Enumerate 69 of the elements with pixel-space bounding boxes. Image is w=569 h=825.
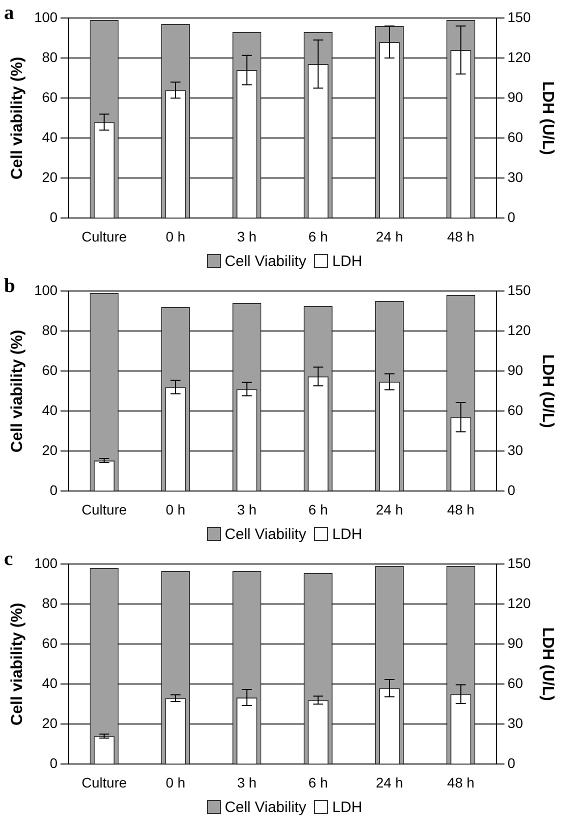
y2-tick-label: 60 <box>507 402 524 418</box>
text: LDH <box>332 252 362 270</box>
x-tick-label: 48 h <box>447 228 474 244</box>
y-tick-label: 40 <box>42 128 58 145</box>
y2-axis-title: LDH (U/L) <box>538 627 556 701</box>
y2-tick-label: 90 <box>507 88 524 105</box>
legend-label: Cell Viability <box>224 252 306 270</box>
y2-tick-label: 120 <box>507 322 532 338</box>
y2-tick-label: 150 <box>507 8 532 25</box>
chart-title: a <box>4 2 14 24</box>
x-tick-label: 24 h <box>376 501 404 518</box>
x-tick-label: Culture <box>82 228 127 244</box>
y2-tick-label: 0 <box>507 209 516 226</box>
y2-tick-label: 150 <box>507 282 532 298</box>
y-tick-label: 80 <box>42 48 58 65</box>
y-tick-label: 40 <box>42 402 58 418</box>
legend-label: Cell Viability <box>224 526 306 542</box>
y2-tick-label: 30 <box>507 715 524 732</box>
x-tick-label: 6 h <box>308 774 328 790</box>
x-tick-label: 3 h <box>237 228 257 244</box>
y-tick-label: 100 <box>34 282 58 298</box>
y2-axis-title: LDH (U/L) <box>538 354 556 428</box>
y-tick-label: 100 <box>34 8 58 25</box>
y2-tick-label: 60 <box>507 128 524 145</box>
y-tick-label: 60 <box>42 634 58 651</box>
x-tick-label: 3 h <box>237 501 257 518</box>
x-tick-label: 0 h <box>166 228 186 244</box>
y2-tick-label: 120 <box>507 48 532 65</box>
y-tick-label: 0 <box>50 209 58 226</box>
y-tick-label: 0 <box>50 482 58 498</box>
x-tick-label: 24 h <box>376 228 404 244</box>
legend-label: Cell Viability <box>224 798 306 816</box>
y2-tick-label: 30 <box>507 442 524 458</box>
y2-tick-label: 120 <box>507 594 532 611</box>
x-tick-label: Culture <box>82 501 127 518</box>
y-tick-label: 20 <box>42 442 58 458</box>
x-tick-label: 0 h <box>166 774 186 790</box>
y2-tick-label: 30 <box>507 169 524 186</box>
y-tick-label: 20 <box>42 715 58 732</box>
x-tick-label: 3 h <box>237 774 257 790</box>
x-tick-label: 0 h <box>166 501 186 518</box>
text: LDH <box>332 798 362 816</box>
x-tick-label: 48 h <box>447 774 474 790</box>
y-tick-label: 40 <box>42 674 58 691</box>
y2-tick-label: 90 <box>507 634 524 651</box>
y-axis-title: Cell viability (%) <box>9 330 26 452</box>
chart-title: c <box>4 548 13 570</box>
chart-title: b <box>4 275 16 298</box>
x-tick-label: 6 h <box>308 501 328 518</box>
x-tick-label: 6 h <box>308 228 328 244</box>
y-tick-label: 60 <box>42 88 58 105</box>
y2-tick-label: 90 <box>507 362 524 378</box>
y-axis-title: Cell viability (%) <box>9 56 26 180</box>
y-tick-label: 60 <box>42 362 58 378</box>
y2-tick-label: 0 <box>507 482 516 498</box>
x-tick-label: 24 h <box>376 774 404 790</box>
y2-tick-label: 150 <box>507 554 532 571</box>
x-tick-label: 48 h <box>447 501 474 518</box>
y2-axis-title: LDH (U/L) <box>538 81 556 155</box>
y2-tick-label: 60 <box>507 674 524 691</box>
y-tick-label: 20 <box>42 169 58 186</box>
y2-tick-label: 0 <box>507 755 516 772</box>
y-axis-title: Cell viability (%) <box>9 602 26 726</box>
text: LDH <box>332 526 362 542</box>
y-tick-label: 100 <box>34 554 58 571</box>
y-tick-label: 0 <box>50 755 58 772</box>
y-tick-label: 80 <box>42 322 58 338</box>
y-tick-label: 80 <box>42 594 58 611</box>
x-tick-label: Culture <box>82 774 127 790</box>
